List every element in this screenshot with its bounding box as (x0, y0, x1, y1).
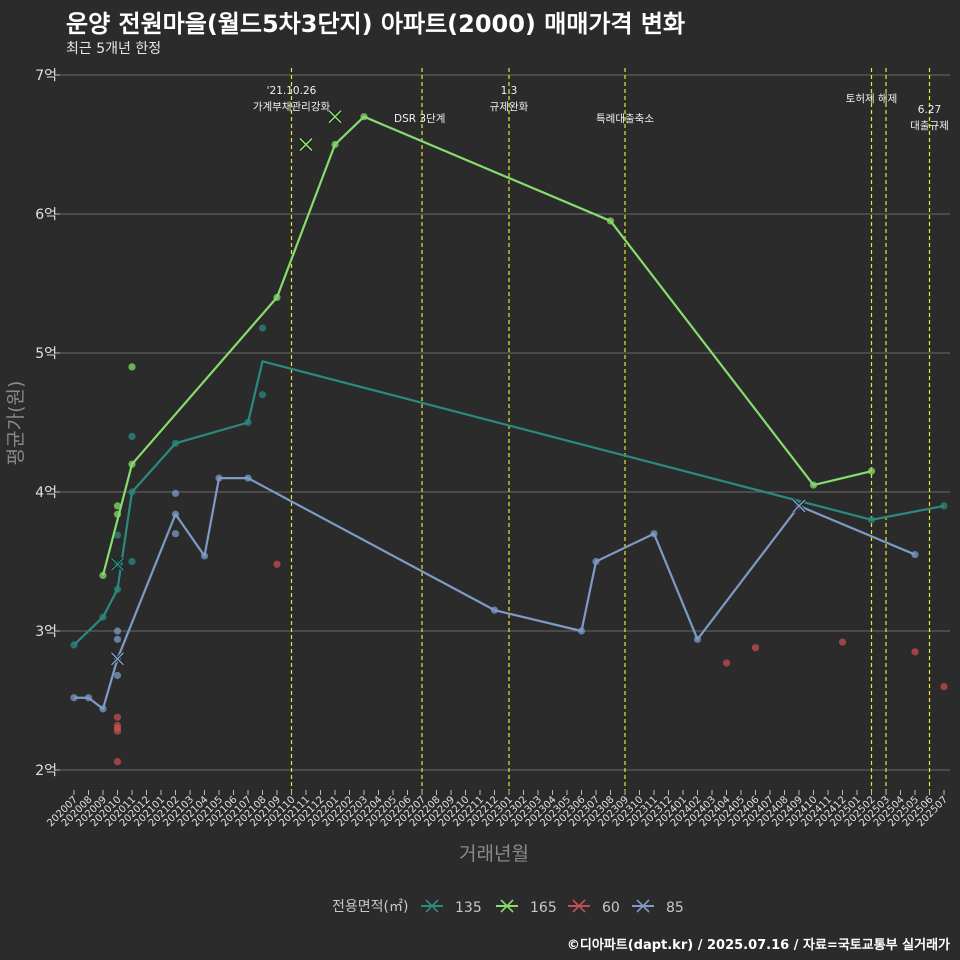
data-point-165 (331, 141, 338, 148)
data-point-60 (114, 722, 121, 729)
event-label: DSR 3단계 (394, 113, 445, 125)
y-tick-label: 3억 (35, 624, 57, 640)
y-tick-label: 7억 (35, 68, 57, 84)
cancelled-deal-marker (300, 139, 312, 151)
data-point-135 (128, 433, 135, 440)
data-point-135 (259, 391, 266, 398)
data-point-135 (868, 516, 875, 523)
data-point-85 (244, 475, 251, 482)
event-label: 특례대출축소 (596, 113, 654, 125)
legend-title: 전용면적(㎡) (332, 899, 408, 915)
y-axis-ticks: 2억 3억 4억 5억 6억 7억 (35, 68, 60, 779)
event-label: 1.3 (501, 85, 518, 97)
data-point-60 (114, 758, 121, 765)
event-label: 가계부채관리강화 (253, 101, 331, 113)
data-point-165 (99, 572, 106, 579)
series-line-165 (103, 117, 872, 576)
series-85 (70, 475, 918, 713)
data-point-60 (839, 639, 846, 646)
data-point-165 (114, 502, 121, 509)
legend: 전용면적(㎡) 135 165 60 85 (332, 899, 684, 916)
data-point-165 (273, 294, 280, 301)
series-165 (99, 111, 875, 579)
data-point-135 (114, 586, 121, 593)
legend-key-165 (496, 900, 518, 912)
y-tick-label: 5억 (35, 346, 57, 362)
cancelled-deal-marker (329, 111, 341, 123)
legend-label-165: 165 (530, 900, 557, 916)
data-point-60 (940, 683, 947, 690)
data-point-165 (810, 481, 817, 488)
legend-key-135 (421, 900, 443, 912)
data-point-135 (244, 419, 251, 426)
data-point-85 (215, 475, 222, 482)
event-label: 대출규제 (910, 120, 949, 132)
data-point-165 (114, 511, 121, 518)
data-point-165 (607, 217, 614, 224)
legend-label-85: 85 (666, 900, 684, 916)
legend-key-60 (568, 900, 590, 912)
data-point-60 (752, 644, 759, 651)
data-point-135 (940, 502, 947, 509)
data-point-135 (70, 641, 77, 648)
series-60 (114, 561, 948, 766)
data-point-165 (128, 363, 135, 370)
data-point-85 (172, 530, 179, 537)
data-point-60 (114, 714, 121, 721)
event-label: 규제완화 (490, 100, 529, 113)
series-line-85 (74, 478, 915, 709)
gridlines (60, 75, 950, 770)
y-tick-label: 2억 (35, 763, 57, 779)
legend-key-85 (632, 900, 654, 912)
price-chart: '21.10.26 가계부채관리강화 DSR 3단계 1.3 규제완화특례대출축소 토허제… (0, 0, 960, 960)
data-point-60 (273, 561, 280, 568)
event-label: 토허제 해제 (846, 92, 898, 105)
x-axis-title: 거래년월 (459, 843, 529, 865)
data-point-85 (592, 558, 599, 565)
data-point-85 (99, 705, 106, 712)
y-tick-label: 6억 (35, 207, 57, 223)
data-point-85 (114, 636, 121, 643)
cancelled-deal-marker (112, 653, 124, 665)
data-point-85 (114, 627, 121, 634)
y-axis-title: 평균가(원) (5, 381, 27, 466)
data-point-85 (201, 552, 208, 559)
y-tick-label: 4억 (35, 485, 57, 501)
data-point-135 (172, 440, 179, 447)
data-point-60 (911, 648, 918, 655)
data-point-60 (723, 659, 730, 666)
data-point-135 (128, 488, 135, 495)
data-point-85 (694, 636, 701, 643)
data-point-135 (99, 614, 106, 621)
data-point-135 (128, 558, 135, 565)
data-point-85 (85, 694, 92, 701)
event-label: '21.10.26 (267, 85, 317, 97)
data-point-85 (650, 530, 657, 537)
data-point-165 (868, 468, 875, 475)
x-axis-ticks: 2020072020082020092020102020112020122021… (45, 790, 950, 829)
data-point-85 (172, 490, 179, 497)
data-point-165 (360, 113, 367, 120)
data-point-85 (70, 694, 77, 701)
data-point-85 (578, 627, 585, 634)
data-point-85 (911, 551, 918, 558)
data-point-85 (172, 511, 179, 518)
data-point-165 (128, 461, 135, 468)
data-point-135 (259, 324, 266, 331)
legend-label-135: 135 (455, 900, 482, 916)
data-point-85 (114, 672, 121, 679)
data-point-85 (491, 607, 498, 614)
legend-label-60: 60 (602, 900, 620, 916)
source-credit: ©디아파트(dapt.kr) / 2025.07.16 / 자료=국토교통부 실… (567, 934, 950, 953)
event-label: 6.27 (918, 104, 941, 116)
